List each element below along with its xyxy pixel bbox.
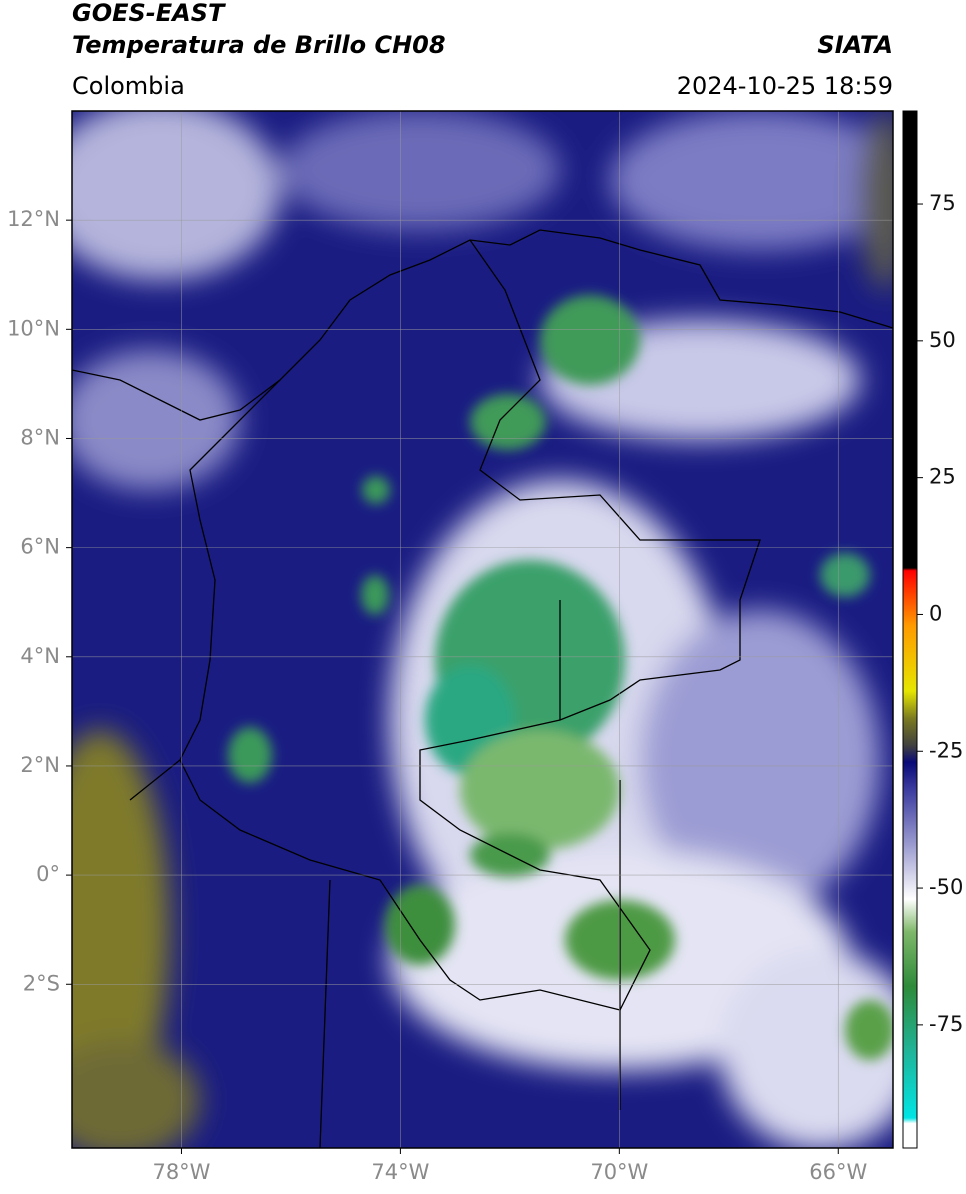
- cold-cores: [228, 295, 893, 1060]
- core: [845, 1000, 893, 1060]
- subtitle: Temperatura de Brillo CH08: [72, 31, 446, 59]
- y-tick-label: 10°N: [7, 316, 60, 340]
- y-tick-label: 4°N: [20, 644, 60, 668]
- title: GOES-EAST: [72, 0, 226, 27]
- cloud: [280, 111, 560, 230]
- cloud: [72, 111, 280, 280]
- y-tick-label: 2°S: [23, 971, 60, 995]
- core: [362, 476, 390, 504]
- colorbar-tick-label: -75: [929, 1012, 963, 1036]
- colorbar: [902, 110, 918, 1149]
- y-tick-label: 0°: [36, 862, 60, 886]
- colorbar-tick-label: -25: [929, 738, 963, 762]
- core: [540, 295, 640, 385]
- core: [385, 885, 455, 965]
- colorbar-tick-label: 50: [929, 328, 956, 352]
- y-tick-label: 12°N: [7, 207, 60, 231]
- colorbar-tick-label: 75: [929, 191, 956, 215]
- colorbar-tick-label: -50: [929, 875, 963, 899]
- y-tick-label: 8°N: [20, 425, 60, 449]
- cloud: [720, 950, 893, 1148]
- coastline: [72, 239, 511, 421]
- y-tick-label: 2°N: [20, 753, 60, 777]
- internal-border: [129, 600, 621, 1148]
- core: [361, 575, 389, 615]
- x-tick-label: 70°W: [590, 1160, 648, 1184]
- y-tick-label: 6°N: [20, 535, 60, 559]
- core: [228, 727, 272, 783]
- warm-surface: [72, 730, 170, 1130]
- map-frame: [71, 110, 894, 1149]
- cloud: [72, 350, 240, 490]
- grid: [72, 111, 893, 1148]
- satellite-image: [72, 111, 893, 1148]
- cloud: [640, 610, 880, 910]
- datetime: 2024-10-25 18:59: [677, 72, 893, 100]
- source: SIATA: [817, 31, 893, 59]
- region: Colombia: [72, 72, 185, 100]
- colorbar-tick-label: 0: [929, 601, 942, 625]
- borders: [72, 229, 893, 1148]
- cloud: [610, 111, 893, 250]
- warm-surface: [860, 111, 893, 290]
- x-tick-label: 74°W: [371, 1160, 429, 1184]
- coastline: [509, 229, 893, 329]
- x-tick-label: 66°W: [809, 1160, 867, 1184]
- core: [460, 730, 620, 850]
- core: [820, 553, 870, 597]
- colombia-border: [179, 239, 761, 1011]
- colorbar-tick-label: 25: [929, 465, 956, 489]
- x-tick-label: 78°W: [152, 1160, 210, 1184]
- core: [470, 394, 546, 450]
- warm-surface: [72, 1040, 200, 1148]
